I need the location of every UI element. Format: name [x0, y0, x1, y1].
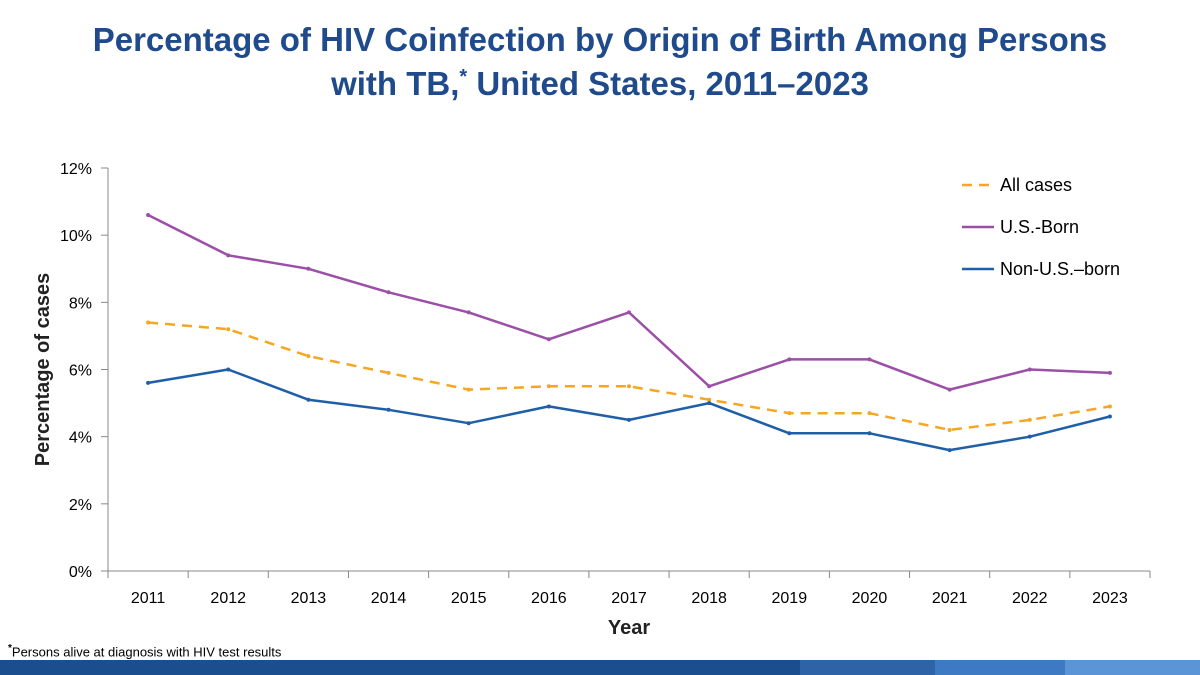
x-tick-label: 2019: [772, 590, 808, 607]
bottom-bar-segment: [0, 660, 800, 675]
series-line-u-s-born: [147, 213, 1110, 391]
data-point-u-s-born: [306, 266, 311, 271]
footnote-text: Persons alive at diagnosis with HIV test…: [11, 644, 282, 660]
title-line-1: Percentage of HIV Coinfection by Origin …: [92, 21, 1108, 58]
data-point-all-cases: [787, 411, 792, 416]
data-point-u-s-born: [867, 357, 872, 362]
legend-label-all-cases: All cases: [1000, 175, 1072, 195]
data-point-all-cases: [627, 384, 631, 389]
footnote: *Persons alive at diagnosis with HIV tes…: [8, 643, 281, 659]
bottom-decorative-bar: [0, 660, 1200, 675]
data-point-non-u-s-born: [627, 417, 631, 422]
data-point-non-u-s-born: [546, 404, 551, 409]
x-tick-label: 2011: [131, 590, 166, 607]
series-line-non-u-s-born: [147, 368, 1111, 452]
title-line-2-post: United States, 2011–2023: [467, 65, 869, 102]
x-tick-label: 2012: [210, 590, 246, 607]
data-point-all-cases: [947, 427, 952, 432]
legend-label-u-s-born: U.S.-Born: [1000, 217, 1079, 237]
data-point-non-u-s-born: [306, 397, 311, 402]
data-point-all-cases: [306, 354, 311, 359]
x-tick-label: 2022: [1012, 590, 1048, 607]
x-tick-label: 2017: [611, 590, 647, 607]
data-point-all-cases: [1027, 417, 1032, 422]
data-point-u-s-born: [386, 290, 391, 295]
data-point-non-u-s-born: [787, 431, 792, 436]
x-tick-label: 2015: [451, 590, 487, 607]
data-point-non-u-s-born: [947, 448, 952, 453]
x-tick-label: 2023: [1092, 590, 1128, 607]
data-point-all-cases: [707, 397, 712, 402]
y-tick-label: 0%: [69, 564, 92, 581]
data-point-all-cases: [226, 327, 231, 332]
y-tick-label: 12%: [60, 161, 92, 178]
legend-label-non-u-s-born: Non-U.S.–born: [1000, 259, 1120, 279]
y-tick-label: 8%: [69, 295, 92, 312]
footnote-marker: *: [8, 643, 12, 654]
data-point-all-cases: [546, 384, 551, 389]
x-tick-label: 2021: [932, 590, 968, 607]
data-point-u-s-born: [546, 337, 551, 342]
data-point-non-u-s-born: [226, 367, 231, 372]
data-point-all-cases: [146, 320, 151, 325]
y-axis-title: Percentage of cases: [32, 273, 54, 466]
x-tick-label: 2014: [371, 590, 407, 607]
data-point-non-u-s-born: [867, 431, 872, 436]
y-tick-label: 10%: [60, 228, 92, 245]
y-tick-label: 6%: [69, 363, 92, 380]
chart-title: Percentage of HIV Coinfection by Origin …: [0, 18, 1200, 106]
title-line-2: with TB,* United States, 2011–2023: [0, 62, 1200, 106]
data-point-u-s-born: [947, 387, 952, 392]
data-point-non-u-s-born: [1027, 434, 1032, 439]
data-point-u-s-born: [226, 253, 231, 258]
y-tick-label: 2%: [69, 497, 92, 514]
data-point-u-s-born: [466, 310, 471, 315]
series-line-all-cases: [147, 321, 1111, 432]
title-line-2-pre: with TB,: [331, 65, 460, 102]
bottom-bar-segment: [800, 660, 935, 675]
data-point-u-s-born: [707, 384, 712, 389]
data-point-u-s-born: [787, 357, 792, 362]
x-axis-title: Year: [608, 617, 650, 639]
data-point-u-s-born: [627, 310, 631, 315]
data-point-all-cases: [466, 387, 471, 392]
data-point-non-u-s-born: [146, 380, 151, 385]
y-tick-label: 4%: [69, 430, 92, 447]
data-point-non-u-s-born: [386, 407, 391, 412]
x-tick-label: 2018: [691, 590, 727, 607]
data-point-u-s-born: [1027, 367, 1032, 372]
data-point-non-u-s-born: [466, 421, 471, 426]
data-point-non-u-s-born: [707, 401, 712, 406]
x-tick-label: 2020: [852, 590, 888, 607]
x-tick-label: 2016: [531, 590, 567, 607]
data-point-u-s-born: [146, 213, 151, 218]
data-point-all-cases: [867, 411, 872, 416]
data-point-u-s-born: [1107, 370, 1112, 375]
data-point-all-cases: [1107, 404, 1112, 409]
bottom-bar-segment: [1065, 660, 1200, 675]
x-tick-label: 2013: [291, 590, 327, 607]
title-footnote-marker: *: [459, 66, 468, 88]
bottom-bar-segment: [935, 660, 1065, 675]
data-point-non-u-s-born: [1107, 414, 1112, 419]
data-point-all-cases: [386, 370, 391, 375]
